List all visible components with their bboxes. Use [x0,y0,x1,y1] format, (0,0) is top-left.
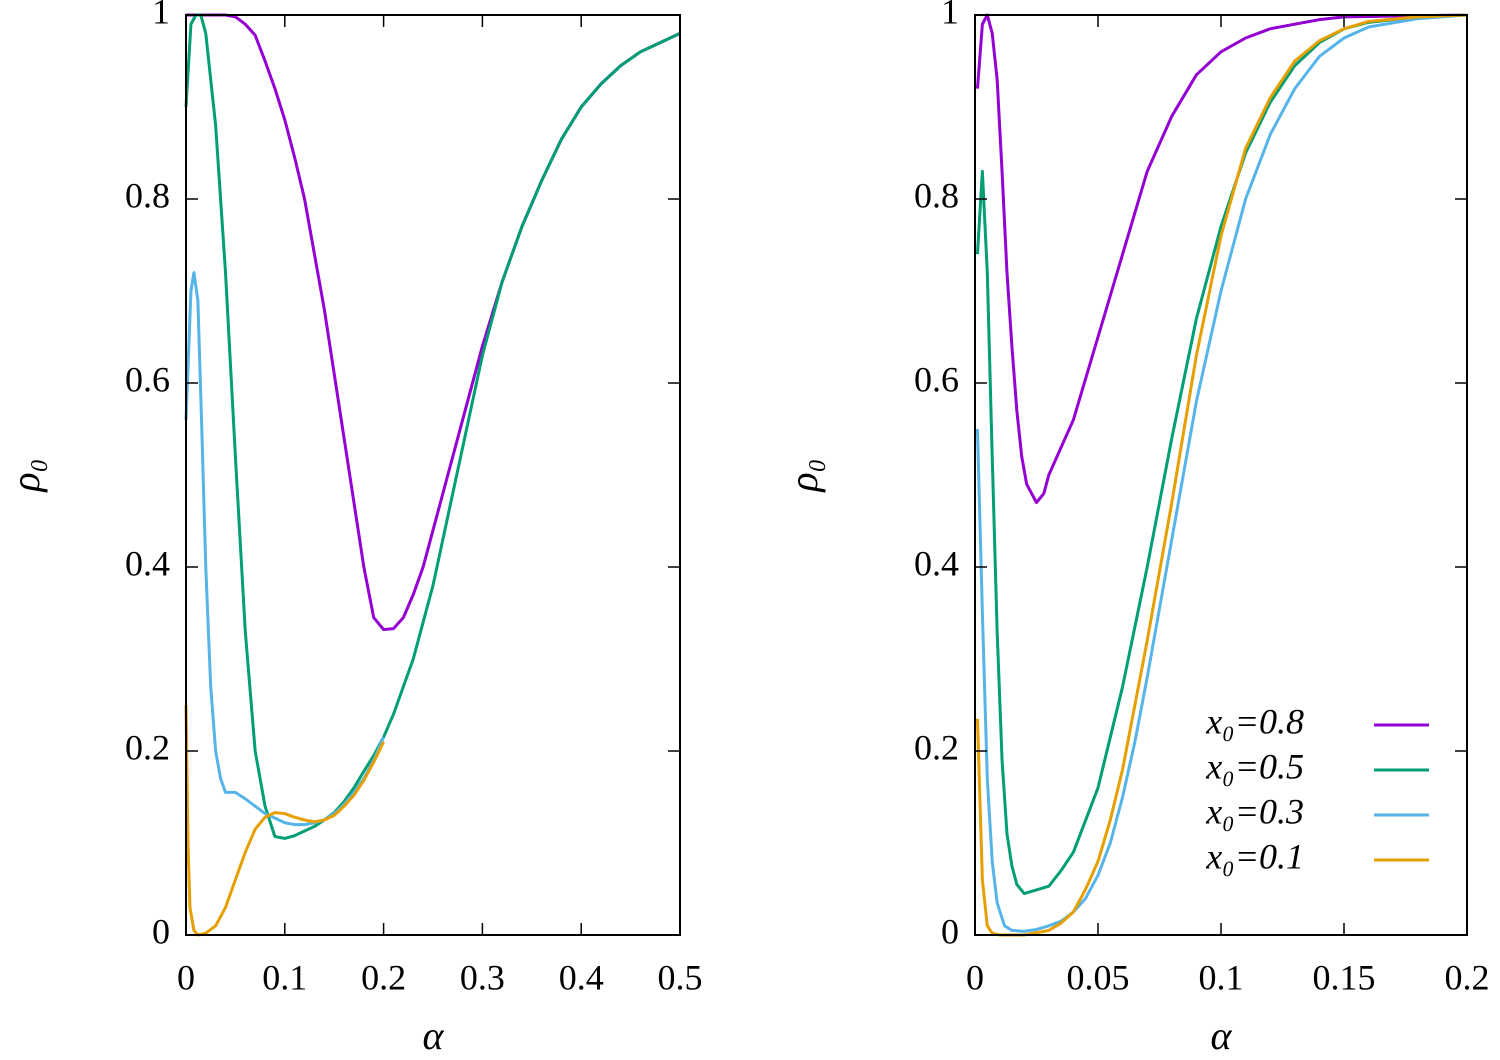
x-tick-label: 0.1 [1199,957,1244,997]
x-tick-label: 0.2 [361,957,406,997]
legend-label: x₀=0.8 [1205,701,1304,741]
y-axis-label: ρ₀ [3,458,48,493]
x-tick-label: 0.15 [1313,957,1376,997]
y-tick-label: 0.8 [125,175,170,215]
y-tick-label: 0 [941,911,959,951]
data-line [184,271,385,827]
plot-frame [185,14,681,936]
data-line [184,13,681,840]
data-line [975,13,1468,505]
data-line [975,13,1468,933]
x-tick-label: 0.1 [262,957,307,997]
y-tick-label: 0.6 [914,359,959,399]
x-axis-label: α [1211,1013,1233,1058]
panel: 0 0.05 0.1 0.15 0.200.20.40.60.81αρ₀x₀=0.8x₀… [781,0,1489,1058]
y-tick-label: 1 [941,0,959,31]
x-tick-label: 0 [177,957,195,997]
y-axis-label: ρ₀ [781,458,826,493]
x-axis-label: α [423,1013,445,1058]
data-line [975,13,1468,896]
legend-label: x₀=0.3 [1205,791,1304,831]
y-tick-label: 0.4 [125,543,170,583]
x-tick-label: 0.3 [460,957,505,997]
y-tick-label: 0.4 [914,543,959,583]
x-tick-label: 0.2 [1445,957,1490,997]
x-tick-label: 0.05 [1067,957,1130,997]
y-tick-label: 0 [152,911,170,951]
legend-label: x₀=0.5 [1205,746,1304,786]
y-tick-label: 0.2 [914,727,959,767]
data-line [186,13,681,632]
y-tick-label: 0.2 [125,727,170,767]
legend: x₀=0.8 x₀=0.5 x₀=0.3 x₀=0.1 [1205,701,1429,876]
legend-label: x₀=0.1 [1205,836,1304,876]
y-tick-label: 0.8 [914,175,959,215]
x-tick-label: 0.4 [559,957,604,997]
x-tick-label: 0.5 [658,957,703,997]
y-tick-label: 0.6 [125,359,170,399]
x-tick-label: 0 [966,957,984,997]
y-tick-label: 1 [152,0,170,31]
panel: 0 0.1 0.2 0.3 0.4 0.5 0 0.2 0.4 0.6 0.8 1 α ρ₀ [3,0,702,1058]
